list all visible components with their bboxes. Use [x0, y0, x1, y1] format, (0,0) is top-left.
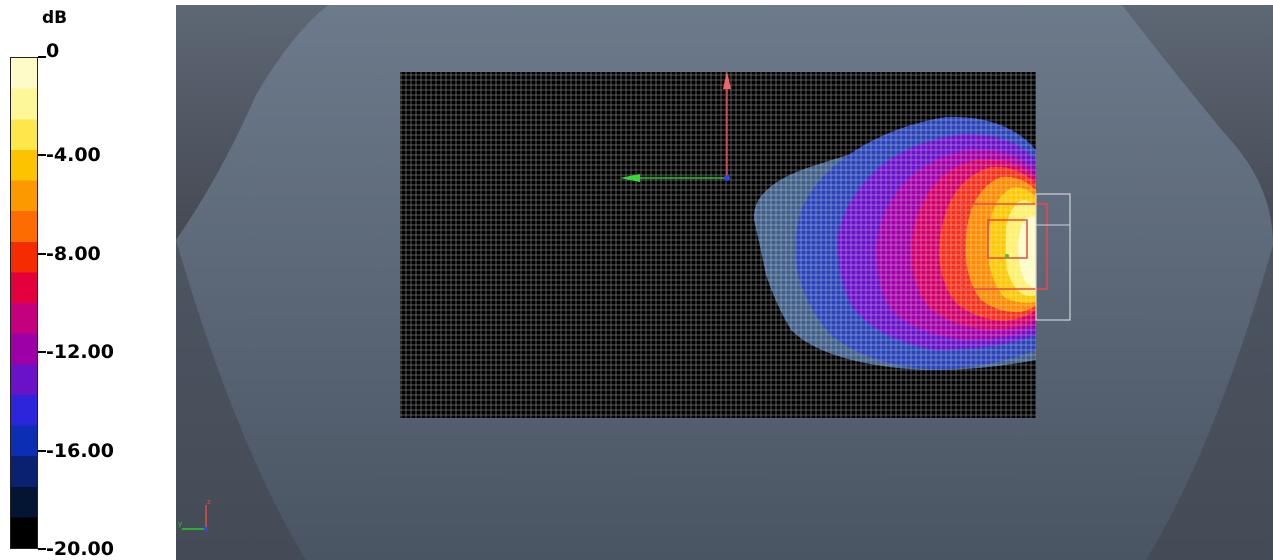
legend-tick-mark [38, 56, 46, 58]
svg-text:y: y [178, 520, 182, 528]
legend-tick-mark [38, 351, 46, 354]
probe-frame [1035, 193, 1071, 321]
legend-tick-mark [38, 252, 46, 255]
legend-tick-label: -8.00 [46, 242, 101, 265]
legend-tick-label: -12.00 [46, 341, 114, 364]
color-legend: dB 0 -4.00 -8.00 -12.00 -16.00 -20.00 [0, 0, 176, 560]
zoom-scan-inner [987, 219, 1028, 259]
zoom-scan-outer [961, 203, 1048, 290]
scan-grid [400, 72, 1036, 418]
orientation-gizmo: z y [178, 498, 211, 531]
legend-tick-mark [38, 154, 46, 157]
viewport-scene: z y [176, 5, 1273, 560]
legend-tick-mark [38, 449, 46, 452]
scan-origin-axes [620, 71, 731, 182]
legend-tick-label: -20.00 [46, 538, 114, 560]
legend-unit-label: dB [42, 8, 68, 28]
svg-text:z: z [207, 498, 211, 506]
legend-tick-label: -16.00 [46, 439, 114, 462]
phantom-lower-shade [176, 240, 306, 560]
legend-tick-label: -4.00 [46, 144, 101, 167]
legend-tick-label: 0 [46, 40, 60, 62]
3d-viewport[interactable]: z y [176, 5, 1273, 560]
legend-color-bar [10, 57, 38, 549]
legend-tick-mark [38, 548, 46, 550]
